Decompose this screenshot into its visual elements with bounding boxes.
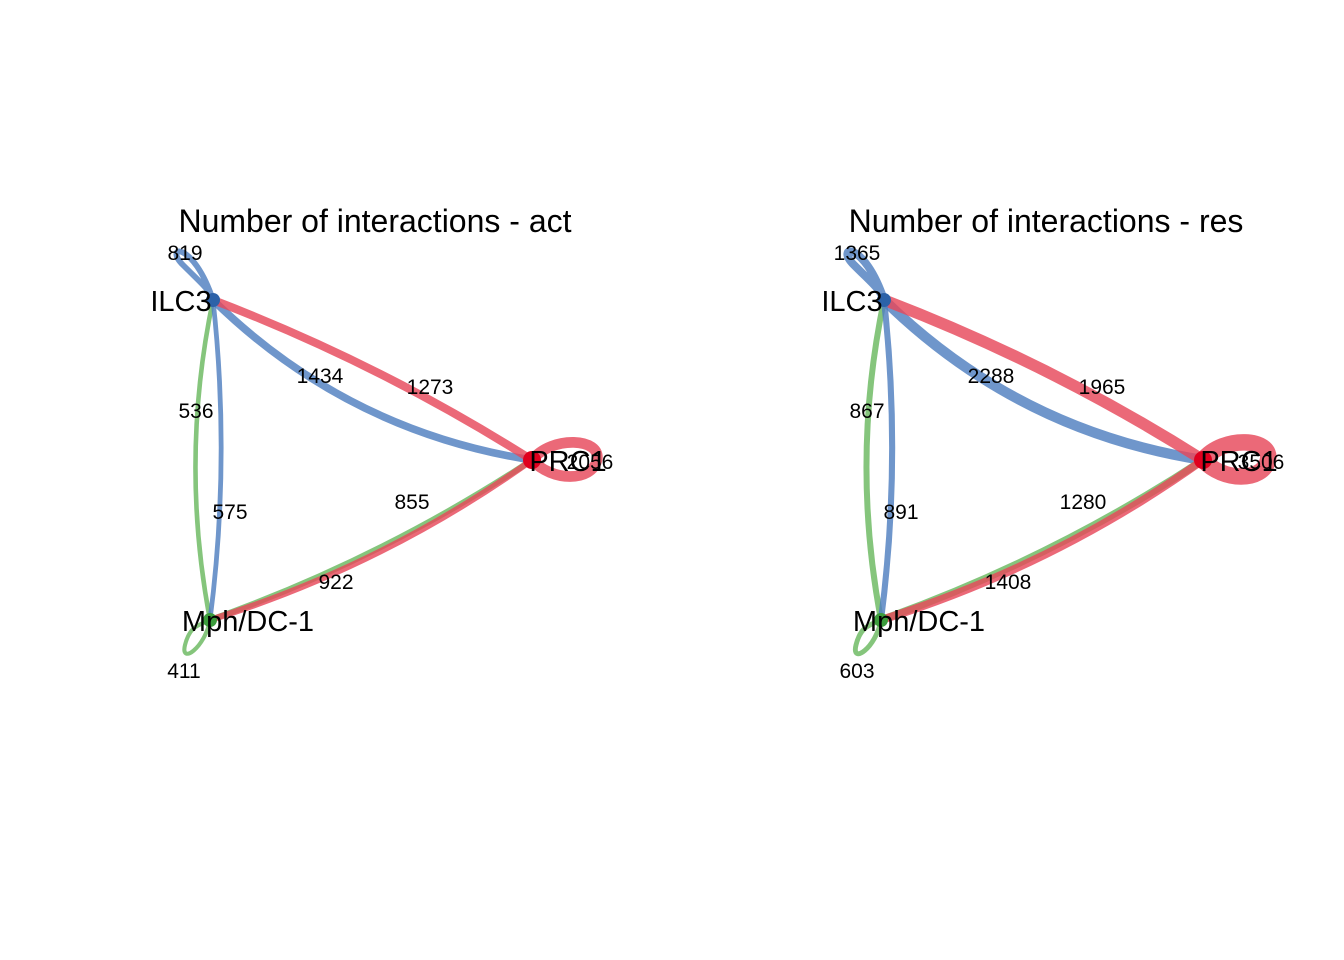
- node-mph-dc-1: [203, 613, 217, 627]
- edge-layer: [843, 247, 1277, 657]
- edge-ilc3-to-prc1: [880, 296, 1204, 466]
- edge-label-prc1-to-ilc3: 2288: [968, 365, 1015, 388]
- edge-mph-dc-1-to-mph-dc-1: [182, 618, 213, 656]
- node-mph-dc-1: [874, 613, 888, 627]
- panel-title-res: Number of interactions - res: [849, 203, 1244, 239]
- node-label-prc1: PRC1: [529, 446, 606, 478]
- edge-ilc3-to-ilc3: [843, 247, 888, 302]
- edge-label-mph-dc-1-to-ilc3: 536: [178, 400, 213, 423]
- edge-layer: [173, 248, 603, 656]
- node-label-ilc3: ILC3: [821, 286, 882, 318]
- edge-mph-dc-1-to-ilc3: [863, 299, 887, 621]
- edge-prc1-to-mph-dc-1: [209, 457, 534, 623]
- edge-prc1-to-mph-dc-1: [879, 456, 1206, 624]
- edge-label-ilc3-to-mph-dc-1: 575: [212, 501, 247, 524]
- edge-label-prc1-to-prc1: 2056: [567, 451, 614, 474]
- node-layer: [203, 293, 541, 627]
- edge-label-prc1-to-prc1: 3506: [1238, 451, 1285, 474]
- edge-label-mph-dc-1-to-mph-dc-1: 411: [167, 660, 200, 683]
- node-label-ilc3: ILC3: [150, 286, 211, 318]
- edge-label-prc1-to-mph-dc-1: 1408: [985, 571, 1032, 594]
- node-layer: [874, 293, 1212, 627]
- edge-prc1-to-ilc3: [881, 294, 1207, 465]
- edge-label-ilc3-to-ilc3: 819: [167, 242, 202, 265]
- node-prc1: [1194, 451, 1212, 469]
- node-label-mph-dc-1: Mph/DC-1: [853, 606, 985, 638]
- edge-label-prc1-to-mph-dc-1: 922: [318, 571, 353, 594]
- edge-label-prc1-to-ilc3: 1434: [297, 365, 344, 388]
- edge-label-ilc3-to-mph-dc-1: 891: [883, 501, 918, 524]
- label-layer: 1365 1965 2288 867 891 1280 1408 3506 603 ILC3 PRC…: [821, 242, 1284, 683]
- panel-act: Number of interactions - act 819 1273 1434…: [150, 203, 613, 683]
- edge-mph-dc-1-to-prc1: [879, 456, 1206, 624]
- edge-ilc3-to-ilc3: [173, 248, 216, 302]
- edge-label-mph-dc-1-to-ilc3: 867: [849, 400, 884, 423]
- edge-label-mph-dc-1-to-prc1: 855: [394, 491, 429, 514]
- panel-res: Number of interactions - res 1365 1965 228…: [821, 203, 1284, 683]
- panel-title-act: Number of interactions - act: [178, 203, 571, 239]
- edge-prc1-to-prc1: [527, 437, 603, 482]
- edge-ilc3-to-mph-dc-1: [877, 299, 896, 621]
- edge-label-mph-dc-1-to-prc1: 1280: [1060, 491, 1107, 514]
- edge-label-ilc3-to-prc1: 1273: [407, 376, 454, 399]
- edge-prc1-to-ilc3: [211, 296, 535, 464]
- edge-prc1-to-prc1: [1196, 434, 1277, 485]
- edge-label-ilc3-to-prc1: 1965: [1079, 376, 1126, 399]
- edge-label-mph-dc-1-to-mph-dc-1: 603: [839, 660, 874, 683]
- node-ilc3: [206, 293, 220, 307]
- node-prc1: [523, 451, 541, 469]
- edge-ilc3-to-mph-dc-1: [207, 299, 224, 621]
- edge-mph-dc-1-to-mph-dc-1: [852, 617, 884, 657]
- node-label-mph-dc-1: Mph/DC-1: [182, 606, 314, 638]
- node-ilc3: [877, 293, 891, 307]
- node-label-prc1: PRC1: [1200, 446, 1277, 478]
- edge-mph-dc-1-to-ilc3: [193, 299, 216, 621]
- edge-ilc3-to-prc1: [210, 297, 533, 464]
- edge-label-ilc3-to-ilc3: 1365: [834, 242, 881, 265]
- label-layer: 819 1273 1434 536 575 855 922 2056 411 ILC3 PRC1 Mp…: [150, 242, 613, 683]
- edge-mph-dc-1-to-prc1: [209, 457, 534, 623]
